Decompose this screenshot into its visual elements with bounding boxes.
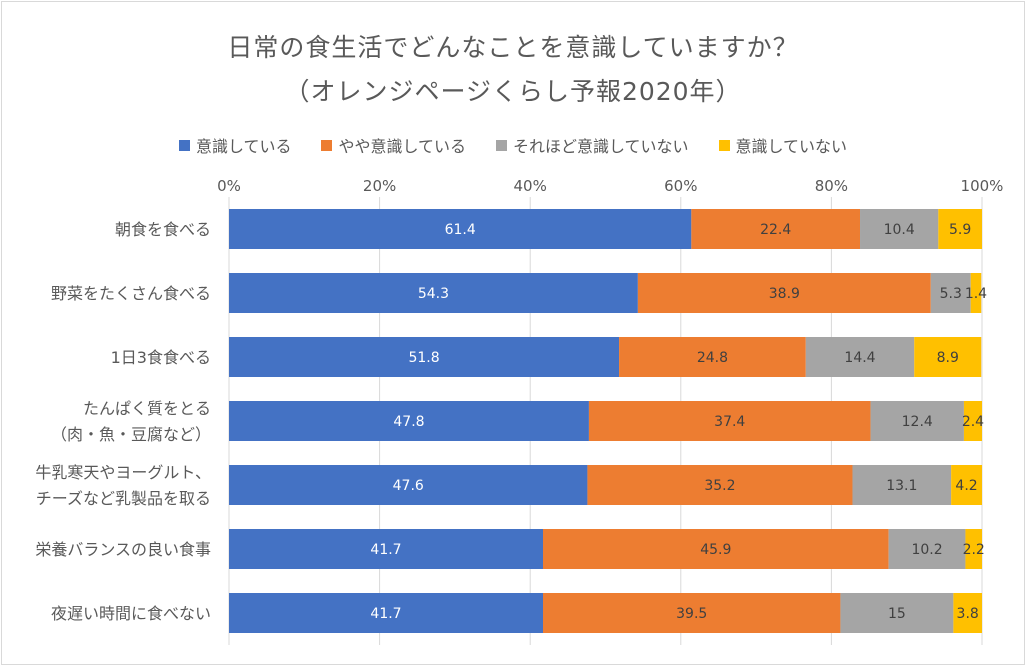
x-tick-label: 0% [217, 177, 241, 195]
legend-label: 意識していない [735, 137, 848, 156]
data-label: 12.4 [902, 414, 933, 430]
x-tick-label: 60% [664, 177, 697, 195]
data-label: 3.8 [957, 606, 979, 622]
data-label: 51.8 [408, 350, 439, 366]
data-label: 2.2 [963, 542, 985, 558]
legend-swatch [178, 139, 190, 151]
data-label: 5.3 [940, 286, 962, 302]
legend-item: やや意識している [321, 133, 466, 157]
x-tick-label: 100% [961, 177, 1004, 195]
bar-segment [229, 529, 544, 569]
data-label: 14.4 [844, 350, 875, 366]
category-label: チーズなど乳製品を取る [36, 489, 211, 508]
category-label: 朝食を食べる [115, 220, 211, 239]
data-label: 39.5 [676, 606, 707, 622]
data-label: 5.9 [949, 222, 971, 238]
chart-subtitle: （オレンジページくらし予報2020年） [284, 77, 742, 106]
bar-segment [965, 529, 982, 569]
bar-segment [229, 209, 692, 249]
data-label: 13.1 [886, 478, 917, 494]
bar-segment [953, 593, 982, 633]
legend-label: やや意識している [338, 137, 466, 156]
x-tick-label: 40% [514, 177, 547, 195]
category-label: たんぱく質をとる [83, 399, 211, 418]
legend-swatch [496, 139, 507, 151]
bar-segment [970, 273, 982, 313]
legend-label: それほど意識していない [513, 137, 689, 156]
data-label: 41.7 [370, 542, 401, 558]
data-label: 15 [888, 606, 906, 622]
bar-segment [229, 593, 544, 633]
category-label: 栄養バランスの良い食事 [35, 540, 211, 559]
data-label: 24.8 [697, 350, 728, 366]
data-label: 10.2 [911, 542, 942, 558]
bar-segment [930, 273, 971, 313]
category-label: 野菜をたくさん食べる [51, 284, 211, 303]
legend-swatch [718, 139, 730, 151]
data-label: 61.4 [445, 222, 476, 238]
category-label: 1日3食食べる [111, 348, 211, 367]
legend-label: 意識している [195, 137, 292, 156]
legend-item: 意識していない [718, 133, 848, 157]
bar-segment [637, 273, 931, 313]
data-label: 22.4 [760, 222, 791, 238]
x-tick-label: 80% [815, 177, 848, 195]
data-label: 38.9 [769, 286, 800, 302]
bar-segment [543, 529, 889, 569]
bar-segment [951, 465, 982, 505]
legend-item: それほど意識していない [496, 133, 689, 157]
bar-segment [229, 273, 638, 313]
category-label: 牛乳寒天やヨーグルト、 [35, 463, 211, 482]
x-tick-label: 20% [363, 177, 396, 195]
bar-segment [229, 401, 589, 441]
bar-segment [888, 529, 966, 569]
bar-segment [229, 465, 588, 505]
bar-segment [870, 401, 964, 441]
chart-title: 日常の食生活でどんなことを意識していますか？ [227, 33, 799, 62]
bar-segment [963, 401, 982, 441]
bar-segment [938, 209, 982, 249]
data-label: 47.6 [393, 478, 424, 494]
bar-segment [691, 209, 861, 249]
data-label: 2.4 [962, 414, 984, 430]
legend-item: 意識している [178, 133, 292, 157]
category-label: 夜遅い時間に食べない [51, 604, 211, 623]
data-label: 10.4 [884, 222, 915, 238]
legend-swatch [321, 139, 333, 151]
data-label: 54.3 [418, 286, 449, 302]
bar-segment [588, 401, 871, 441]
data-label: 41.7 [370, 606, 401, 622]
bar-segment [914, 337, 982, 377]
data-label: 4.2 [955, 478, 977, 494]
data-label: 37.4 [714, 414, 745, 430]
bar-segment [840, 593, 954, 633]
data-label: 1.4 [965, 286, 987, 302]
bar-segment [619, 337, 806, 377]
bar-segment [229, 337, 620, 377]
data-label: 47.8 [393, 414, 424, 430]
bar-segment [587, 465, 853, 505]
bar-segment [860, 209, 939, 249]
data-label: 45.9 [700, 542, 731, 558]
legend: 意識している やや意識している それほど意識していない 意識していない [0, 133, 1026, 157]
data-label: 35.2 [704, 478, 735, 494]
category-label: （肉・魚・豆腐など） [51, 425, 211, 444]
bar-segment [543, 593, 841, 633]
data-label: 8.9 [937, 350, 959, 366]
bar-segment [852, 465, 952, 505]
bar-segment [805, 337, 915, 377]
